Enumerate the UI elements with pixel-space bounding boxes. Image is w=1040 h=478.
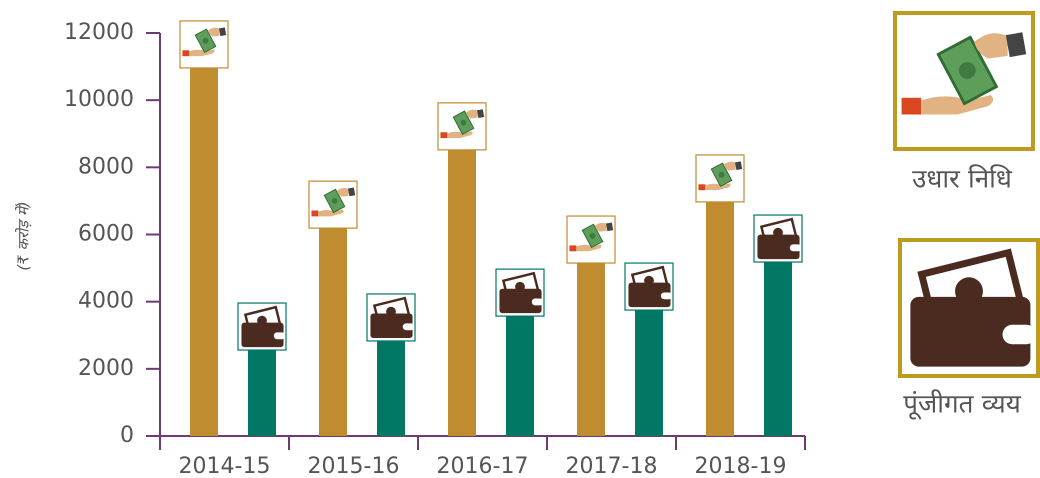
bar [764,262,792,436]
y-axis-label: (₹ करोड़ में) [15,201,33,270]
bar [448,149,476,436]
bar-icon [309,181,357,229]
bar-icon-border [366,293,416,342]
bar-icon [238,303,286,351]
bar [248,350,276,436]
bar-icon [625,263,673,311]
x-tick-label: 2018-19 [695,454,787,478]
bar-icon [438,102,486,150]
bar [377,340,405,436]
bar-icon-border [437,102,487,151]
y-tick-label: 12000 [64,20,134,45]
bar-icon-border [695,154,745,203]
bar-icon-border [179,20,229,69]
bar-icon [696,154,744,202]
bar-icon [754,215,802,263]
y-tick-label: 4000 [78,289,134,314]
bar-icon-border [624,262,674,311]
bar-icon-border [308,180,358,229]
y-tick-label: 2000 [78,356,134,381]
y-tick-label: 6000 [78,222,134,247]
legend-icon-border [893,11,1035,151]
bar-icon-border [566,215,616,264]
bar-icon [180,20,228,68]
legend-icon-border [898,238,1040,378]
bar [706,201,734,436]
bar-icon [496,269,544,317]
bar [190,67,218,436]
y-tick-label: 0 [120,423,134,448]
bar [577,263,605,436]
legend-label: पूंजीगत व्यय [903,389,1021,421]
x-tick-label: 2017-18 [566,454,658,478]
bar-icon-border [495,268,545,317]
legend-icon [902,241,1036,375]
x-tick-label: 2015-16 [308,454,400,478]
bar [635,310,663,436]
bar-icon [567,216,615,264]
x-tick-label: 2016-17 [437,454,529,478]
bar [319,228,347,436]
bar [506,316,534,436]
legend-label: उधार निधि [912,164,1013,195]
y-tick-label: 8000 [78,154,134,179]
bar-icon-border [753,214,803,263]
bar-icon [367,293,415,341]
y-tick-label: 10000 [64,87,134,112]
x-tick-label: 2014-15 [179,454,271,478]
bar-icon-border [237,302,287,351]
legend-icon [895,14,1031,148]
